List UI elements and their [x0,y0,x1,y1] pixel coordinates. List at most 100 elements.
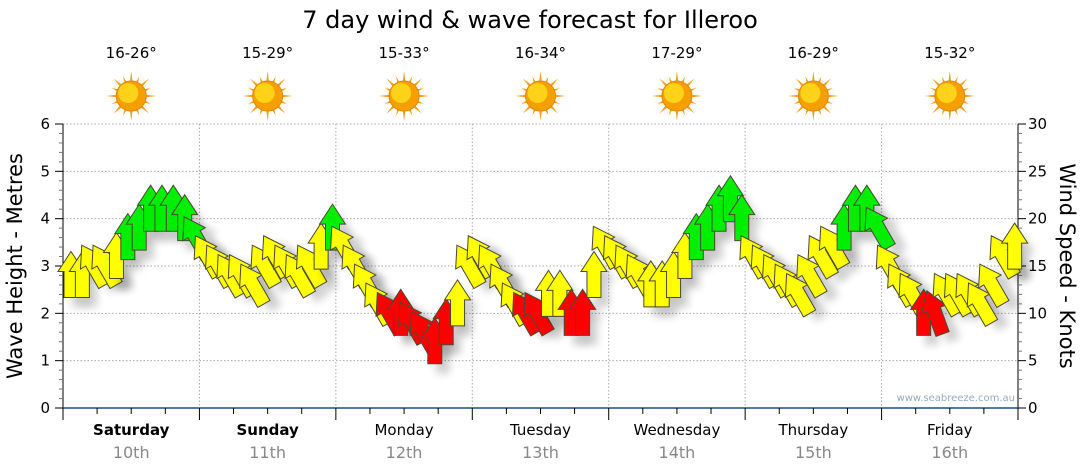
sun-highlight [254,83,275,103]
sunny-icon [379,71,430,121]
sun-ray [811,108,815,121]
left-tick-label: 0 [40,399,50,417]
right-tick-label: 5 [1028,352,1038,370]
temperature-range: 15-29° [242,44,293,62]
sunny-icon [651,71,702,121]
sun-ray [266,71,270,84]
left-tick-label: 1 [40,352,50,370]
sun-highlight [800,83,821,103]
left-tick-label: 2 [40,304,50,322]
sun-ray [962,94,975,98]
sun-ray [402,108,406,121]
axes: 0 1 2 3 4 5 6 0 5 10 15 20 25 30 Saturday 10th Sunday 11t… [40,115,1047,462]
wind-arrow-shape [978,263,1010,309]
right-axis-label: Wind Speed - Knots [1055,163,1079,368]
sun-ray [266,108,270,121]
sunny-icon [515,71,566,121]
wind-arrow-shape [864,206,896,252]
right-tick-label: 25 [1028,162,1047,180]
sun-ray [280,94,293,98]
day-label: Monday [374,421,433,439]
wind-arrow-shadow [797,278,828,322]
wind-arrow [443,278,479,336]
sun-ray [129,108,133,121]
sun-highlight [527,83,548,103]
temperature-range: 15-33° [379,44,430,62]
wind-arrow-shadow [979,287,1010,332]
wind-arrow [580,250,615,308]
right-tick-label: 15 [1028,257,1047,275]
wind-arrow [568,288,604,346]
chart-title: 7 day wind & wave forecast for Illeroo [302,6,758,34]
right-tick-label: 20 [1028,210,1047,228]
temperature-range: 16-34° [515,44,566,62]
sun-ray [242,94,255,98]
sun-ray [129,71,133,84]
wind-arrow-shape [568,288,597,336]
sun-ray [811,71,815,84]
right-tick-label: 0 [1028,399,1038,417]
wind-arrow-shape [1000,222,1029,270]
watermark: www.seabreeze.com.au [897,393,1015,404]
day-label: Thursday [777,421,848,439]
sun-ray [651,94,665,98]
left-tick-label: 5 [40,162,50,180]
temperature-range: 15-32° [924,44,975,62]
date-label: 11th [249,443,286,462]
left-tick-label: 4 [40,210,50,228]
wind-arrow-shadow [808,259,839,303]
daily-weather-row: 16-26° 15-29° 15-33° 16-34° 17-29° 16-29° 15-3… [106,44,975,121]
wind-arrows [57,174,1036,374]
sun-highlight [663,83,684,103]
sun-ray [144,94,157,98]
sunny-icon [106,71,157,121]
sunny-icon [242,71,293,121]
sun-ray [553,94,566,98]
sun-ray [826,94,839,98]
temperature-range: 17-29° [651,44,702,62]
sun-highlight [936,83,957,103]
day-label: Saturday [93,421,170,439]
sun-ray [538,108,543,121]
sun-ray [948,71,952,84]
date-label: 16th [931,443,968,462]
wind-arrow-shadow [251,268,282,313]
sun-ray [538,71,543,84]
temperature-range: 16-29° [788,44,839,62]
wind-arrow [864,206,908,256]
date-label: 10th [113,443,150,462]
date-label: 13th [522,443,559,462]
day-label: Sunday [236,421,299,439]
sun-ray [515,94,528,98]
sun-ray [402,71,406,84]
left-tick-label: 6 [40,115,50,133]
wind-arrow-shape [580,250,608,298]
right-tick-label: 10 [1028,304,1047,322]
wind-arrow-shadow [990,268,1021,313]
right-tick-label: 30 [1028,115,1047,133]
sun-ray [379,94,392,98]
day-label: Wednesday [634,421,721,439]
sun-highlight [391,83,412,103]
sun-ray [675,71,679,84]
wind-arrow-shadow [876,212,908,256]
sun-ray [675,108,679,121]
wind-arrow-shape [443,278,472,327]
sun-highlight [118,83,139,103]
left-axis-label: Wave Height - Metres [3,153,27,379]
date-label: 15th [795,443,832,462]
day-label: Tuesday [509,421,571,439]
sunny-icon [924,71,975,121]
sun-ray [788,94,801,98]
date-label: 14th [659,443,696,462]
sun-ray [948,108,952,121]
sun-ray [689,94,702,98]
left-tick-label: 3 [40,257,50,275]
day-label: Friday [927,421,973,439]
date-label: 12th [386,443,423,462]
temperature-range: 16-26° [106,44,157,62]
sunny-icon [788,71,839,121]
sun-ray [924,94,937,98]
sun-ray [106,94,119,98]
